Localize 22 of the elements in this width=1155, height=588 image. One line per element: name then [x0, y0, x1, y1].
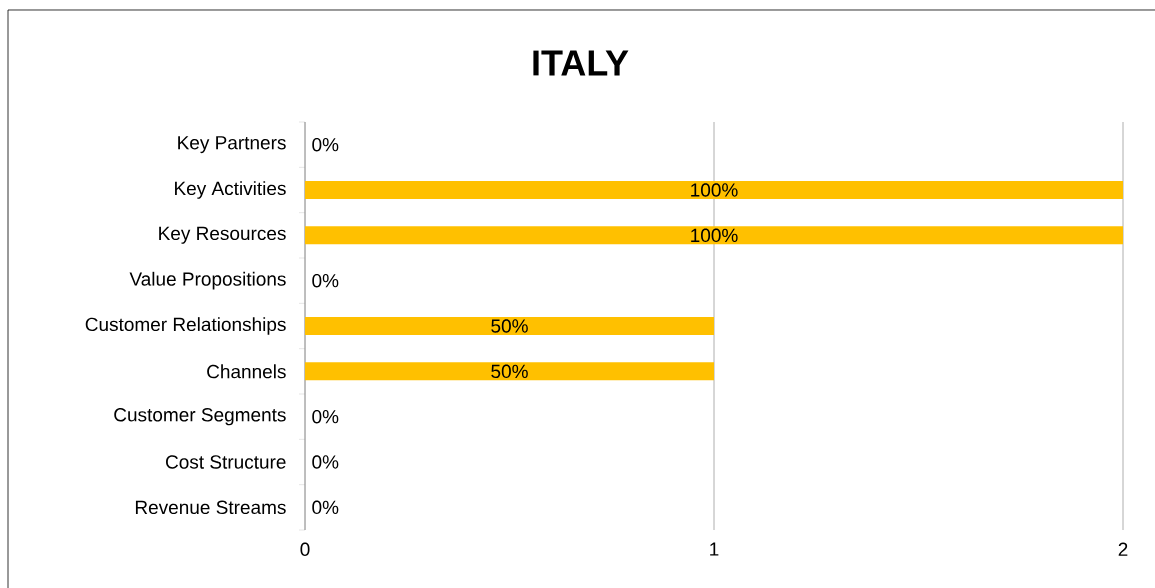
y-tick-label: Revenue Streams: [135, 500, 286, 515]
y-tick-label: Customer Segments: [114, 408, 286, 426]
annotation: 0%: [312, 409, 339, 424]
x-tick-label: 1: [710, 542, 719, 556]
y-tick-label: Key Partners: [178, 136, 286, 154]
y-tick-label: Channels: [207, 364, 286, 379]
annotation: 100%: [691, 183, 738, 197]
x-tick-label: 0: [300, 542, 310, 556]
annotation: 0%: [312, 273, 339, 288]
annotation: 100%: [691, 228, 738, 243]
y-tick-label: Customer Relationships: [85, 317, 286, 335]
y-tick-label: Key Activities: [175, 181, 286, 199]
annotation: 0%: [312, 500, 339, 515]
annotation: 0%: [312, 455, 339, 469]
annotation: 50%: [491, 319, 528, 333]
chart-title: ITALY: [533, 50, 629, 76]
x-tick-label: 2: [1118, 542, 1128, 556]
annotation: 50%: [491, 364, 528, 379]
y-tick-label: Value Propositions: [129, 271, 286, 290]
y-tick-label: Cost Structure: [166, 455, 286, 469]
annotation: 0%: [312, 137, 339, 152]
y-tick-label: Key Resources: [159, 226, 286, 244]
